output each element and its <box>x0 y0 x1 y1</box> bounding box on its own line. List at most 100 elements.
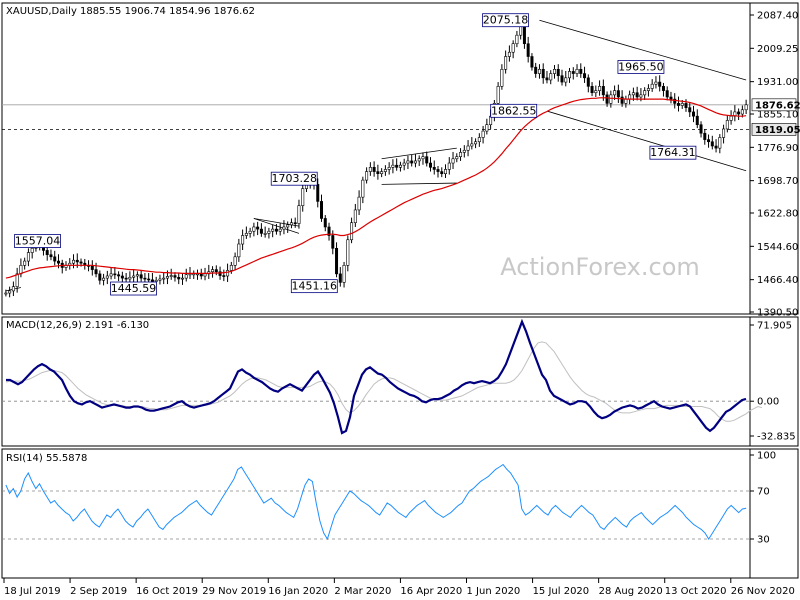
price-header: XAUUSD,Daily 1885.55 1906.74 1854.96 187… <box>6 6 255 17</box>
candle-body <box>226 270 230 277</box>
candle-body <box>90 265 94 270</box>
candle-body <box>718 137 722 149</box>
candle-body <box>289 222 293 226</box>
candle-body <box>203 273 207 277</box>
candle-body <box>49 254 53 258</box>
candle-body <box>669 96 673 100</box>
price-tick-label: 1931.00 <box>757 77 798 88</box>
candle-body <box>184 274 188 279</box>
candle-body <box>534 66 538 74</box>
candle-body <box>229 265 233 271</box>
candle-body <box>271 228 275 232</box>
candle-body <box>714 145 718 149</box>
candle-body <box>301 188 305 206</box>
candle-body <box>346 239 350 266</box>
rsi-tick-label: 70 <box>757 487 770 498</box>
candle-body <box>124 277 128 280</box>
candle-body <box>740 109 744 115</box>
candle-body <box>402 162 406 166</box>
candle-body <box>56 260 60 264</box>
macd-tick-label: 0.00 <box>757 397 779 408</box>
candle-body <box>425 156 429 164</box>
candle-body <box>147 278 151 281</box>
candle-body <box>338 273 342 283</box>
macd-frame <box>1 316 799 447</box>
candle-body <box>661 86 665 91</box>
candle-body <box>444 169 448 175</box>
candle-body <box>624 98 628 104</box>
candle-body <box>94 269 98 275</box>
candle-body <box>30 247 34 253</box>
candle-body <box>609 94 613 104</box>
candle-body <box>432 167 436 170</box>
candle-body <box>23 260 27 266</box>
macd-tick-label: 71.905 <box>757 321 792 332</box>
price-tick-label: 1466.40 <box>757 275 798 286</box>
candle-body <box>109 273 113 277</box>
candle-body <box>537 68 541 74</box>
candle-body <box>583 73 587 79</box>
candle-body <box>654 81 658 85</box>
price-annotation-label: 1862.55 <box>491 104 537 117</box>
candle-body <box>350 222 354 241</box>
candle-body <box>316 184 320 202</box>
candle-body <box>150 279 154 282</box>
candle-body <box>135 274 139 277</box>
candle-body <box>564 77 568 83</box>
candle-body <box>744 104 748 111</box>
candle-body <box>331 235 335 249</box>
candle-body <box>462 149 466 153</box>
candle-body <box>703 132 707 140</box>
price-annotation-box <box>490 103 538 118</box>
candle-body <box>568 71 572 79</box>
candle-body <box>263 233 267 235</box>
candle-body <box>549 73 553 81</box>
candle-body <box>605 94 609 104</box>
x-tick-label: 13 Oct 2020 <box>665 586 727 597</box>
candle-body <box>665 90 669 98</box>
candle-body <box>222 275 226 277</box>
candle-body <box>177 276 181 280</box>
candle-body <box>387 167 391 170</box>
candle-body <box>53 256 57 262</box>
candle-body <box>545 77 549 81</box>
candle-body <box>522 26 526 45</box>
candle-body <box>613 90 617 96</box>
candle-body <box>474 141 478 145</box>
candle-body <box>447 162 451 170</box>
candle-body <box>616 90 620 98</box>
candle-body <box>196 273 200 276</box>
x-tick-label: 26 Nov 2020 <box>731 586 795 597</box>
candle-body <box>158 278 162 281</box>
price-annotation-box <box>617 60 665 74</box>
candle-body <box>383 169 387 172</box>
candle-body <box>413 160 417 164</box>
candle-body <box>293 222 297 225</box>
candle-body <box>417 158 421 162</box>
candle-body <box>132 275 136 278</box>
x-tick-label: 16 Apr 2020 <box>400 586 462 597</box>
candle-body <box>278 228 282 232</box>
candle-body <box>368 167 372 172</box>
candle-body <box>692 111 696 117</box>
candle-body <box>214 269 218 273</box>
candle-body <box>710 141 714 147</box>
price-tag-label: 1819.05 <box>755 125 800 136</box>
trendline <box>546 110 747 172</box>
candle-body <box>511 43 515 53</box>
price-tick-label: 1776.90 <box>757 143 798 154</box>
candle-body <box>353 209 357 224</box>
price-annotation-label: 1451.16 <box>292 280 338 293</box>
price-annotation-box <box>110 281 157 296</box>
price-annotation-box <box>649 145 697 160</box>
candle-body <box>26 252 30 262</box>
candle-body <box>722 128 726 138</box>
x-tick-label: 2 Sep 2019 <box>70 586 127 597</box>
candle-body <box>8 290 12 294</box>
candle-body <box>699 124 703 134</box>
candle-body <box>248 230 252 234</box>
price-annotation-label: 1445.59 <box>111 282 157 295</box>
macd-tick-label: -32.835 <box>757 432 796 443</box>
rsi-tick-label: 100 <box>757 451 776 462</box>
candle-body <box>274 228 278 232</box>
